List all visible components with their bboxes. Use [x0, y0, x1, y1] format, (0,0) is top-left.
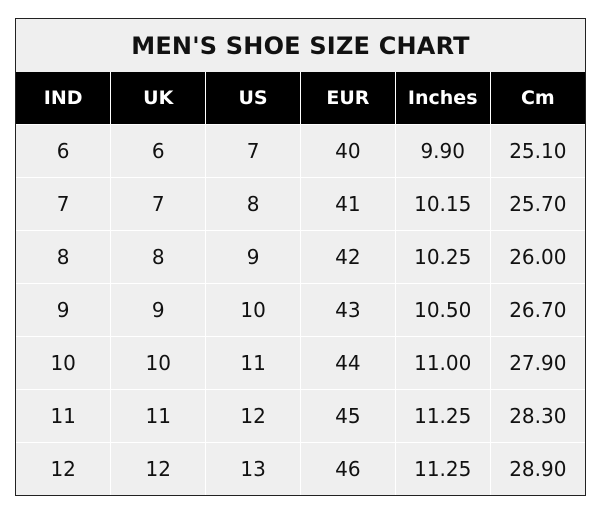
column-header-ind: IND [16, 72, 112, 125]
cell-cm: 28.30 [489, 389, 585, 443]
cell-uk: 6 [110, 124, 207, 178]
cell-uk: 9 [110, 283, 207, 337]
column-header-uk: UK [110, 72, 207, 125]
cell-ind: 10 [16, 336, 112, 390]
cell-cm: 25.10 [489, 124, 585, 178]
size-table: IND UK US EUR Inches Cm 6 6 7 40 9.90 25.10 7 7 8 41 10… [16, 72, 585, 495]
cell-us: 13 [205, 442, 301, 495]
cell-eur: 44 [299, 336, 396, 390]
size-chart: MEN'S SHOE SIZE CHART IND UK US EUR Inches Cm… [15, 18, 586, 496]
table-row: 11 11 12 45 11.25 28.30 [16, 389, 585, 443]
cell-uk: 12 [110, 442, 207, 495]
cell-cm: 26.00 [489, 230, 585, 284]
cell-inches: 9.90 [394, 124, 491, 178]
cell-inches: 10.25 [394, 230, 491, 284]
cell-cm: 26.70 [489, 283, 585, 337]
table-row: 10 10 11 44 11.00 27.90 [16, 336, 585, 390]
cell-eur: 43 [299, 283, 396, 337]
header-row: IND UK US EUR Inches Cm [16, 72, 585, 125]
cell-cm: 28.90 [489, 442, 585, 495]
cell-uk: 8 [110, 230, 207, 284]
cell-ind: 7 [16, 177, 112, 231]
cell-us: 8 [205, 177, 301, 231]
cell-us: 9 [205, 230, 301, 284]
cell-eur: 46 [299, 442, 396, 495]
column-header-inches: Inches [394, 72, 491, 125]
chart-title: MEN'S SHOE SIZE CHART [131, 32, 470, 60]
cell-ind: 6 [16, 124, 112, 178]
column-header-cm: Cm [489, 72, 585, 125]
cell-uk: 11 [110, 389, 207, 443]
cell-eur: 45 [299, 389, 396, 443]
cell-cm: 25.70 [489, 177, 585, 231]
cell-us: 7 [205, 124, 301, 178]
column-header-eur: EUR [299, 72, 396, 125]
table-row: 7 7 8 41 10.15 25.70 [16, 177, 585, 231]
cell-us: 12 [205, 389, 301, 443]
cell-inches: 11.25 [394, 389, 491, 443]
table-row: 8 8 9 42 10.25 26.00 [16, 230, 585, 284]
cell-uk: 7 [110, 177, 207, 231]
table-row: 12 12 13 46 11.25 28.90 [16, 442, 585, 495]
cell-us: 11 [205, 336, 301, 390]
cell-inches: 11.00 [394, 336, 491, 390]
cell-eur: 41 [299, 177, 396, 231]
cell-ind: 11 [16, 389, 112, 443]
table-row: 6 6 7 40 9.90 25.10 [16, 124, 585, 178]
cell-us: 10 [205, 283, 301, 337]
column-header-us: US [205, 72, 301, 125]
cell-uk: 10 [110, 336, 207, 390]
cell-ind: 9 [16, 283, 112, 337]
cell-inches: 11.25 [394, 442, 491, 495]
table-row: 9 9 10 43 10.50 26.70 [16, 283, 585, 337]
cell-ind: 8 [16, 230, 112, 284]
cell-inches: 10.15 [394, 177, 491, 231]
cell-inches: 10.50 [394, 283, 491, 337]
cell-ind: 12 [16, 442, 112, 495]
cell-cm: 27.90 [489, 336, 585, 390]
cell-eur: 42 [299, 230, 396, 284]
cell-eur: 40 [299, 124, 396, 178]
